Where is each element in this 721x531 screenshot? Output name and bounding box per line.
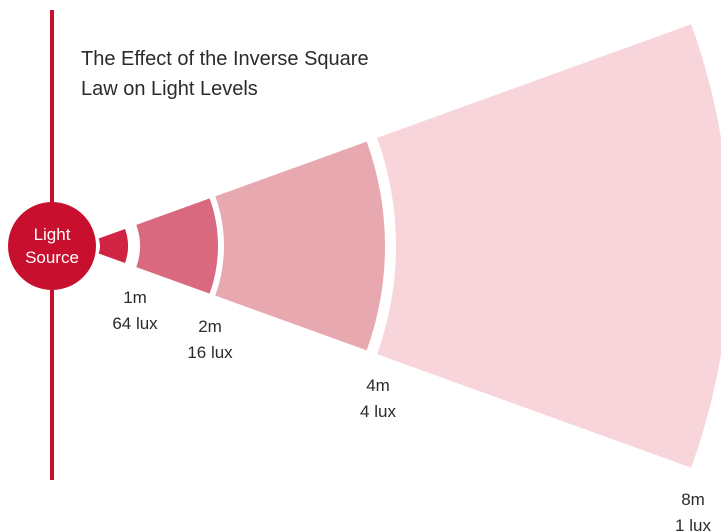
light-segment [215,141,385,351]
title: The Effect of the Inverse Square [81,48,369,70]
source-label: Source [25,248,79,267]
lux-label: 4 lux [360,402,396,421]
distance-label: 1m [123,288,147,307]
lux-label: 64 lux [112,314,158,333]
distance-label: 2m [198,317,222,336]
title: Law on Light Levels [81,78,258,100]
light-segment [136,198,218,294]
light-source [8,202,96,290]
lux-label: 16 lux [187,343,233,362]
light-segment [98,228,128,264]
distance-label: 8m [681,490,705,509]
lux-label: 1 lux [675,516,711,531]
segments [98,24,721,468]
light-segment [377,24,721,468]
distance-label: 4m [366,376,390,395]
source-label: Light [34,225,71,244]
